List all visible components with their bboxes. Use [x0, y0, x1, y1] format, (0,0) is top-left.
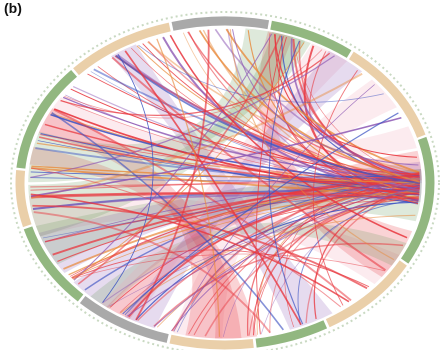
ribbon-band: [38, 108, 242, 339]
ring-segment: [15, 169, 32, 228]
chord-link: [188, 31, 420, 183]
ribbon-band: [28, 28, 306, 183]
ring-segment: [270, 20, 352, 58]
chord-link: [51, 112, 284, 331]
chord-link: [30, 116, 402, 197]
ring-segment: [16, 69, 78, 169]
ring-segment: [325, 260, 407, 328]
chord-link: [214, 28, 421, 184]
chord-link: [102, 177, 420, 304]
chord-link: [97, 66, 420, 178]
chord-link: [171, 171, 420, 332]
chord-link: [169, 34, 408, 239]
chord-link: [247, 30, 420, 196]
chord-link: [44, 175, 420, 243]
ring-segment: [169, 334, 254, 350]
chord-link: [30, 55, 335, 179]
chord-link: [126, 179, 420, 317]
chord-link: [30, 193, 350, 303]
chord-link: [30, 72, 363, 200]
chord-link: [71, 190, 420, 279]
chord-link: [119, 183, 420, 313]
chord-link: [73, 33, 273, 281]
chord-link: [229, 29, 395, 261]
chord-link: [137, 172, 420, 322]
ring-segment: [171, 16, 270, 31]
chord-link: [293, 38, 420, 183]
chord-link: [102, 54, 154, 303]
chord-link: [37, 140, 420, 193]
ribbon-band: [258, 31, 413, 277]
ring-segment: [417, 136, 435, 184]
chord-link: [111, 56, 387, 271]
chord-link: [72, 253, 386, 280]
chord-link: [138, 44, 384, 103]
ribbon-band: [90, 222, 407, 309]
chord-link: [77, 35, 282, 285]
chord-link: [32, 204, 368, 290]
chord-link: [31, 165, 420, 184]
chord-link: [71, 249, 370, 288]
chord-link: [124, 50, 302, 326]
chord-link: [255, 36, 284, 335]
chord-link: [297, 199, 419, 326]
chord-link: [147, 41, 420, 174]
chord-link: [248, 192, 420, 336]
chord-link: [268, 33, 419, 204]
chord-link: [33, 211, 271, 334]
chord-link: [204, 190, 420, 337]
ring-segment: [348, 51, 426, 138]
ring-segment: [255, 320, 328, 348]
chord-link: [135, 29, 210, 321]
chord-link: [122, 112, 399, 315]
chord-link: [63, 49, 323, 119]
chord-link: [198, 29, 420, 183]
chord-link: [173, 84, 375, 332]
chord-link: [70, 88, 420, 175]
chord-link: [62, 96, 420, 182]
chord-link: [312, 69, 358, 306]
tick-ring: [10, 11, 440, 350]
chord-link: [32, 194, 419, 210]
chord-link: [290, 38, 420, 179]
chord-link: [31, 167, 341, 308]
chord-link: [43, 192, 420, 239]
chord-link: [268, 40, 304, 325]
chord-link: [135, 201, 419, 321]
chord-link: [153, 242, 404, 327]
panel-label: (b): [4, 0, 22, 16]
chord-links: [30, 28, 421, 337]
chord-link: [156, 38, 221, 337]
ring-segment: [73, 22, 171, 76]
ring-segment: [79, 295, 169, 343]
chord-link: [225, 28, 420, 174]
chord-link: [176, 193, 420, 333]
chord-link: [274, 34, 418, 158]
chord-link: [127, 188, 420, 318]
chord-link: [38, 136, 420, 188]
chord-link: [115, 54, 420, 185]
chord-link: [232, 29, 419, 166]
chord-link: [52, 172, 420, 256]
chord-link: [53, 108, 420, 196]
outer-ring: [10, 11, 440, 350]
chord-link: [269, 196, 420, 333]
ring-segment: [400, 182, 435, 264]
ribbon-band: [28, 193, 400, 285]
ribbon-band: [38, 161, 422, 274]
ribbon-band: [173, 79, 397, 339]
ring-segment: [23, 226, 84, 302]
chord-link: [53, 108, 352, 302]
